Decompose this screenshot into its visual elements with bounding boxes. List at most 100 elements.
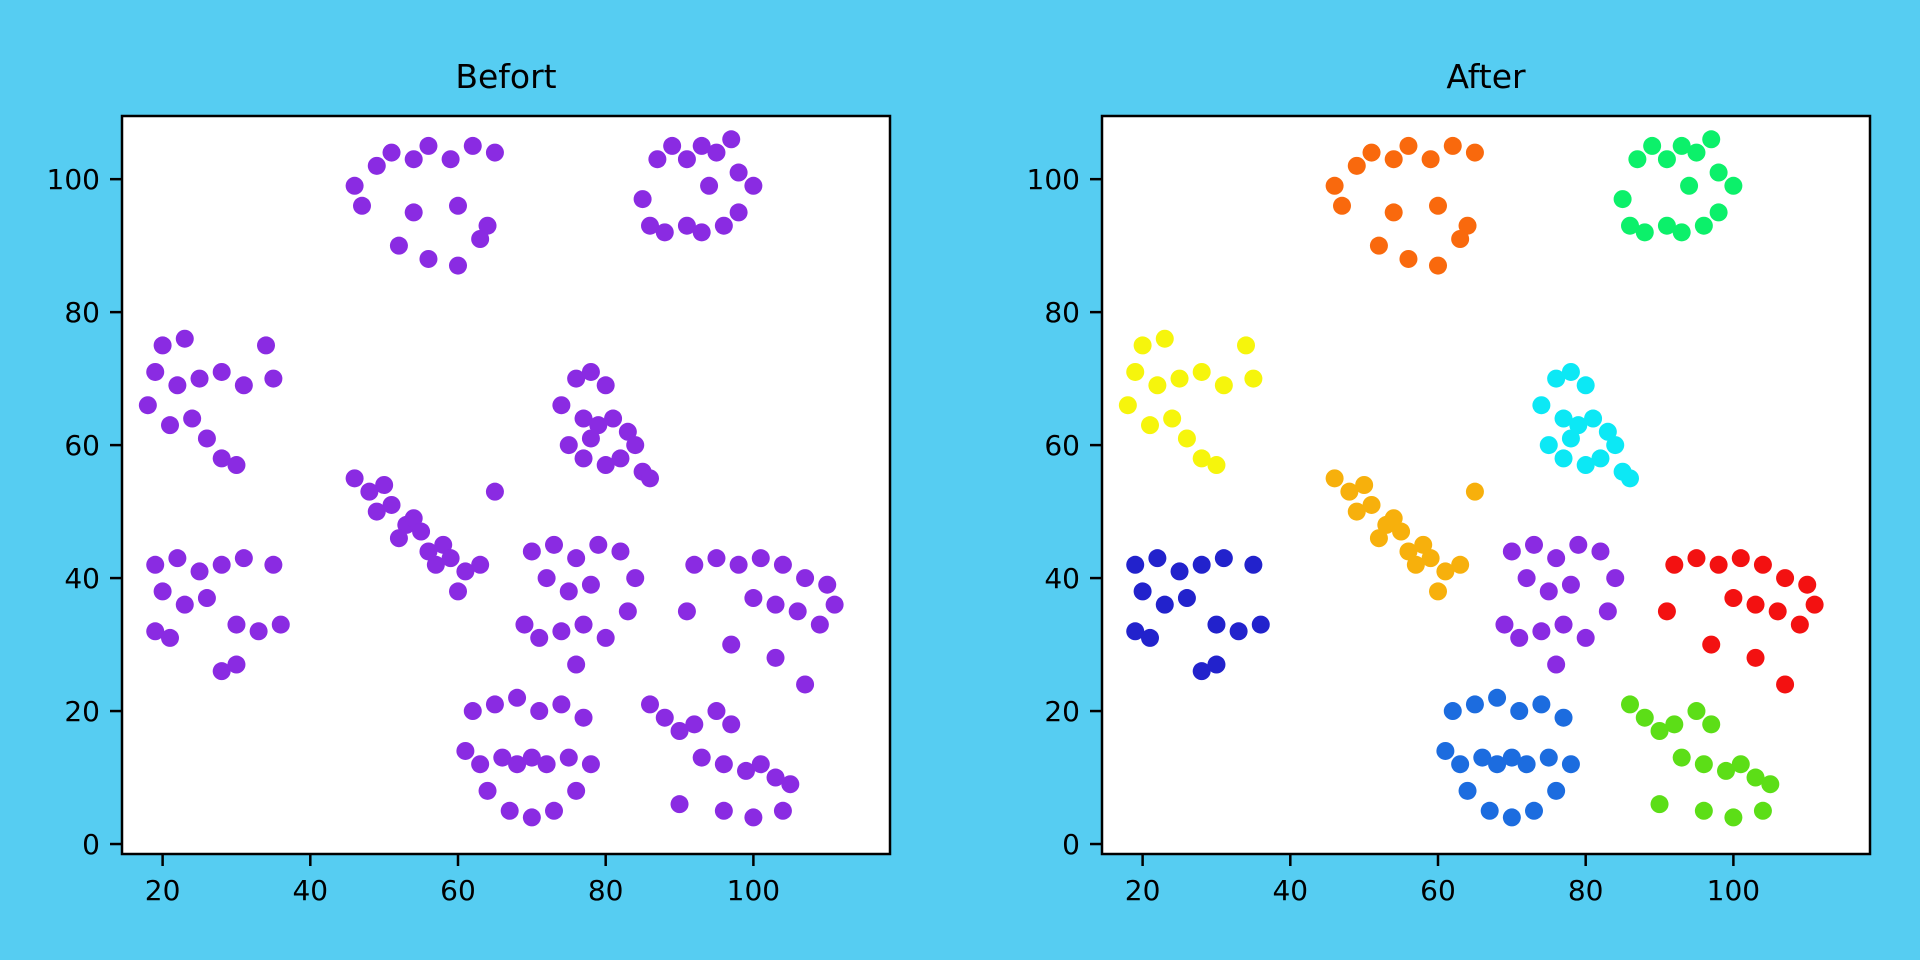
scatter-point bbox=[1229, 622, 1248, 641]
scatter-point bbox=[1214, 549, 1233, 568]
scatter-point bbox=[1355, 476, 1374, 494]
scatter-point bbox=[1576, 376, 1595, 395]
scatter-point bbox=[1177, 589, 1196, 608]
scatter-point bbox=[249, 622, 268, 641]
scatter-point bbox=[1465, 695, 1484, 714]
scatter-point bbox=[1429, 196, 1447, 215]
scatter-point bbox=[781, 775, 800, 794]
x-tick-label: 40 bbox=[1272, 874, 1308, 907]
scatter-point bbox=[596, 628, 615, 647]
scatter-point bbox=[1244, 555, 1263, 574]
scatter-point bbox=[1347, 502, 1366, 521]
scatter-point bbox=[1554, 615, 1573, 634]
scatter-point bbox=[1429, 256, 1447, 275]
scatter-point bbox=[1510, 628, 1529, 647]
scatter-point bbox=[1369, 236, 1388, 255]
scatter-point bbox=[530, 628, 549, 647]
scatter-point bbox=[537, 755, 556, 774]
scatter-point bbox=[670, 795, 689, 814]
scatter-point bbox=[1141, 628, 1159, 647]
scatter-point bbox=[404, 150, 423, 169]
scatter-point bbox=[537, 569, 556, 588]
scatter-point bbox=[1724, 808, 1743, 827]
scatter-point bbox=[729, 555, 748, 574]
y-tick-label: 40 bbox=[64, 562, 100, 595]
scatter-point bbox=[1694, 755, 1713, 774]
scatter-point bbox=[515, 615, 534, 634]
scatter-point bbox=[168, 549, 187, 568]
y-tick-label: 20 bbox=[1044, 695, 1080, 728]
scatter-point bbox=[485, 482, 504, 501]
scatter-point bbox=[522, 542, 541, 561]
scatter-point bbox=[264, 369, 283, 388]
scatter-point bbox=[1148, 549, 1167, 568]
scatter-point bbox=[581, 575, 600, 594]
scatter-point bbox=[751, 549, 770, 568]
scatter-point bbox=[168, 376, 187, 395]
scatter-point bbox=[1657, 150, 1676, 169]
scatter-point bbox=[589, 535, 608, 554]
scatter-point bbox=[1517, 569, 1536, 588]
scatter-point bbox=[773, 555, 792, 574]
scatter-point bbox=[633, 190, 652, 209]
scatter-point bbox=[175, 595, 194, 614]
scatter-point bbox=[1621, 216, 1639, 235]
scatter-point bbox=[1621, 695, 1639, 714]
scatter-point bbox=[722, 715, 741, 734]
scatter-point bbox=[567, 369, 586, 388]
scatter-point bbox=[456, 741, 475, 760]
scatter-point bbox=[766, 595, 785, 614]
scatter-point bbox=[1473, 748, 1492, 767]
scatter-point bbox=[559, 436, 578, 455]
scatter-point bbox=[1170, 369, 1189, 388]
scatter-point bbox=[707, 143, 726, 162]
scatter-point bbox=[1539, 582, 1558, 601]
scatter-point bbox=[1680, 176, 1699, 195]
scatter-point bbox=[1399, 542, 1418, 561]
scatter-point bbox=[567, 549, 586, 568]
x-tick-label: 60 bbox=[1420, 874, 1456, 907]
scatter-point bbox=[663, 136, 682, 155]
scatter-point bbox=[729, 203, 748, 222]
scatter-point bbox=[1554, 708, 1573, 727]
scatter-point bbox=[1443, 136, 1462, 155]
scatter-point bbox=[1672, 136, 1691, 155]
scatter-point bbox=[146, 622, 165, 641]
scatter-point bbox=[545, 801, 563, 820]
scatter-point bbox=[707, 549, 726, 568]
scatter-point bbox=[1672, 223, 1691, 242]
scatter-point bbox=[574, 708, 593, 727]
scatter-point bbox=[1731, 755, 1750, 774]
scatter-point bbox=[1214, 376, 1233, 395]
scatter-point bbox=[1702, 635, 1721, 654]
scatter-point bbox=[471, 755, 490, 774]
scatter-point bbox=[1465, 482, 1484, 501]
scatter-point bbox=[264, 555, 283, 574]
scatter-point bbox=[641, 469, 659, 488]
scatter-point bbox=[1436, 562, 1455, 581]
scatter-point bbox=[574, 449, 593, 468]
scatter-point bbox=[1709, 203, 1728, 222]
scatter-point bbox=[1340, 482, 1359, 501]
scatter-point bbox=[212, 449, 231, 468]
scatter-point bbox=[146, 555, 165, 574]
scatter-point bbox=[1207, 655, 1226, 674]
scatter-point bbox=[1451, 230, 1470, 248]
scatter-point bbox=[456, 562, 475, 581]
y-tick-label: 0 bbox=[1062, 828, 1080, 861]
scatter-point bbox=[389, 529, 408, 548]
scatter-point bbox=[161, 416, 179, 435]
scatter-point bbox=[1126, 555, 1145, 574]
y-tick-label: 40 bbox=[1044, 562, 1080, 595]
scatter-point bbox=[641, 216, 659, 235]
scatter-point bbox=[1717, 761, 1735, 780]
scatter-point bbox=[1746, 595, 1765, 614]
scatter-point bbox=[1665, 715, 1684, 734]
scatter-point bbox=[707, 702, 726, 721]
scatter-point bbox=[1547, 655, 1566, 674]
scatter-point bbox=[1133, 336, 1152, 355]
scatter-point bbox=[1177, 429, 1196, 448]
scatter-point bbox=[677, 602, 696, 621]
scatter-point bbox=[449, 196, 467, 215]
